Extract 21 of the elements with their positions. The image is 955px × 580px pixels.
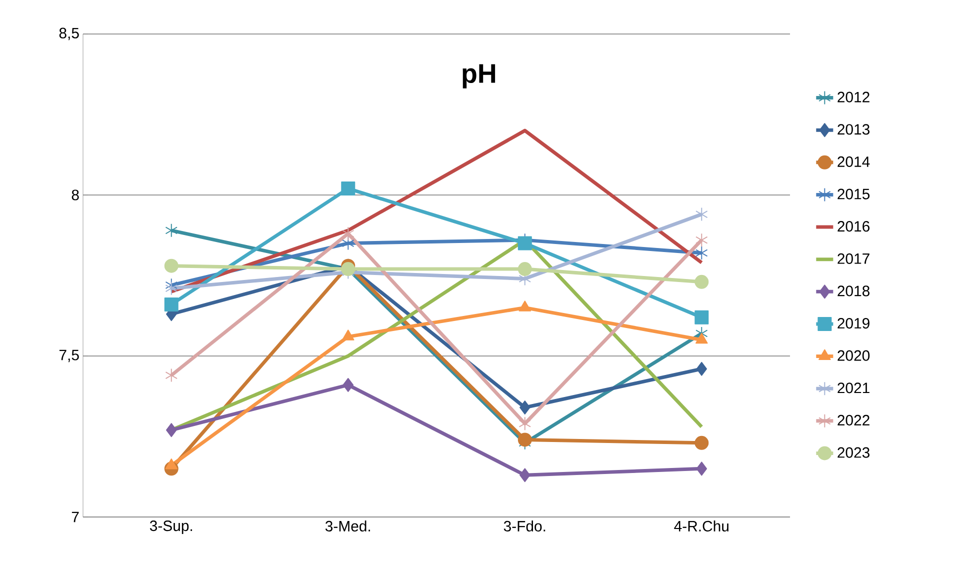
x-tick-label: 3-Fdo.	[504, 520, 546, 532]
legend-label: 2020	[838, 350, 870, 361]
legend-label: 2021	[838, 382, 870, 394]
legend-label: 2022	[838, 414, 870, 426]
legend-label: 2017	[838, 253, 870, 264]
y-tick-label: 8	[72, 190, 79, 200]
legend-label: 2019	[838, 318, 870, 329]
legend-label: 2018	[838, 286, 870, 296]
text: pH	[462, 64, 496, 88]
x-tick-label: 3-Sup.	[150, 520, 192, 534]
y-tick-label: 7,5	[59, 350, 79, 362]
legend-label: 2016	[838, 221, 870, 232]
y-tick-label: 8,5	[59, 28, 79, 40]
legend-label: 2014	[838, 156, 870, 167]
legend-label: 2023	[838, 447, 870, 458]
y-tick-label: 7	[72, 512, 79, 522]
x-tick-label: 3-Med.	[325, 520, 370, 532]
legend-label: 2013	[838, 124, 870, 135]
legend-label: 2012	[838, 92, 870, 102]
legend-label: 2015	[838, 188, 870, 200]
x-tick-label: 4-R.Chu	[674, 520, 728, 532]
